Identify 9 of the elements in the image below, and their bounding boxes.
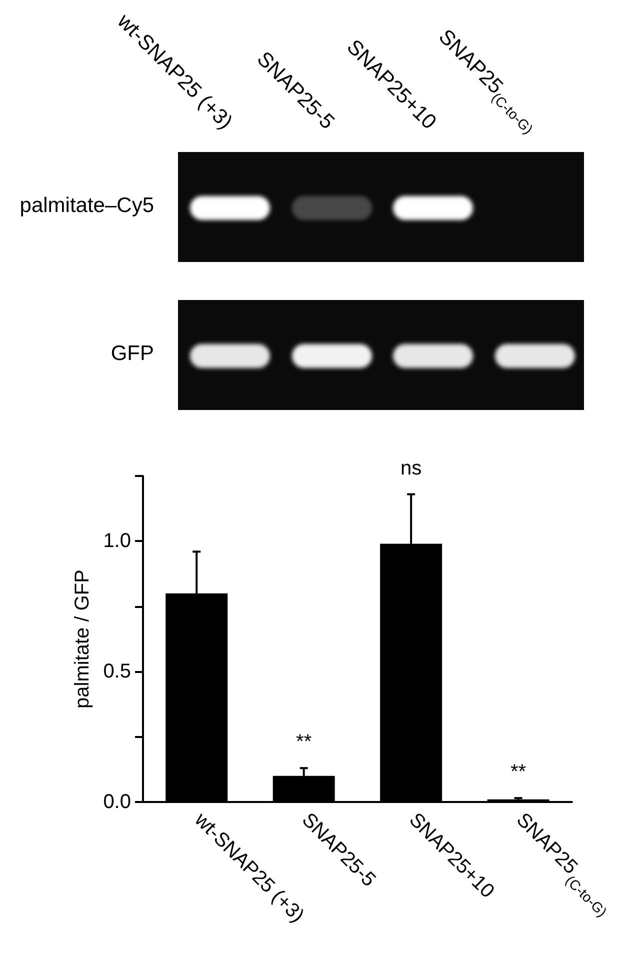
text: GFP xyxy=(110,342,154,366)
y-tick-label: 0.5 xyxy=(103,660,131,683)
annotation: ** xyxy=(510,761,526,784)
y-axis-title: palmitate / GFP xyxy=(71,570,94,708)
text: palmitate–Cy5 xyxy=(20,194,154,218)
y-tick-label: 1.0 xyxy=(103,530,131,552)
annotation: ** xyxy=(296,731,312,754)
annotation: ns xyxy=(400,457,422,480)
y-tick-label: 0.0 xyxy=(103,791,131,813)
